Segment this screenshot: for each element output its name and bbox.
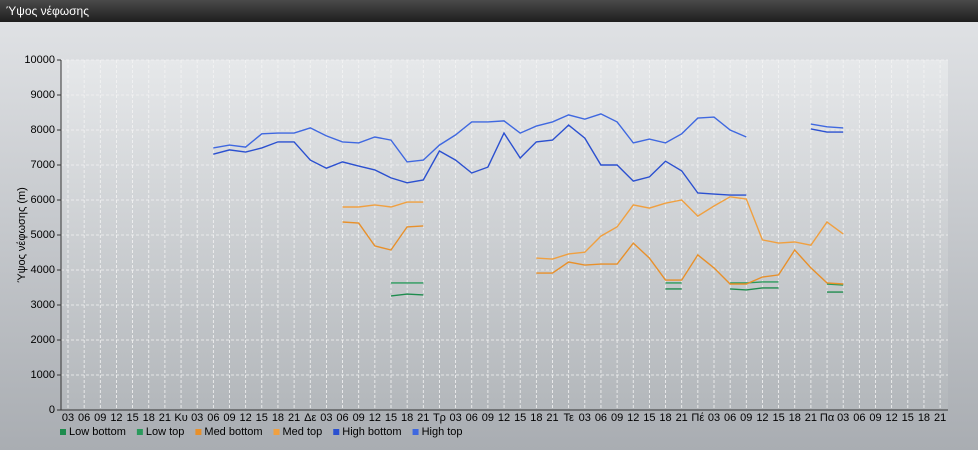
x-tick-label: Τρ	[433, 412, 446, 424]
x-tick-label: 12	[240, 412, 252, 424]
x-tick-label: 03	[708, 412, 720, 424]
x-tick-label: 15	[902, 412, 914, 424]
x-tick-label: 09	[223, 412, 235, 424]
x-tick-label: 21	[417, 412, 429, 424]
x-tick-label: 21	[934, 412, 946, 424]
x-tick-label: 03	[579, 412, 591, 424]
series-line	[342, 196, 844, 260]
y-tick-label: 4000	[31, 264, 55, 276]
y-tick-label: 6000	[31, 194, 55, 206]
x-tick-label: 06	[336, 412, 348, 424]
x-tick-label: 09	[611, 412, 623, 424]
series-line	[213, 113, 844, 163]
x-tick-label: 15	[772, 412, 784, 424]
y-tick-label: 10000	[24, 54, 55, 66]
x-tick-label: 03	[449, 412, 461, 424]
y-axis-label: Ύψος νέφωσης (m)	[16, 187, 28, 283]
x-tick-label: 18	[143, 412, 155, 424]
x-tick-label: 12	[886, 412, 898, 424]
x-tick-label: 21	[159, 412, 171, 424]
legend-swatch	[195, 429, 202, 435]
x-tick-label: 21	[805, 412, 817, 424]
x-tick-label: 18	[789, 412, 801, 424]
x-tick-label: 15	[643, 412, 655, 424]
x-tick-label: Πα	[820, 412, 835, 424]
x-tick-label: 18	[659, 412, 671, 424]
x-tick-label: 09	[94, 412, 106, 424]
x-tick-label: 21	[676, 412, 688, 424]
legend-label: Low top	[146, 426, 185, 438]
x-tick-label: 06	[595, 412, 607, 424]
legend-swatch	[60, 429, 66, 435]
series-line	[213, 124, 844, 196]
y-tick-label: 0	[49, 404, 55, 416]
x-tick-label: 09	[740, 412, 752, 424]
y-tick-label: 7000	[31, 159, 55, 171]
y-tick-label: 9000	[31, 89, 55, 101]
plot-area	[61, 60, 948, 410]
x-tick-label: 15	[256, 412, 268, 424]
title-bar	[0, 0, 978, 22]
x-tick-label: Δε	[304, 412, 316, 424]
x-tick-label: 12	[110, 412, 122, 424]
x-tick-label: 03	[320, 412, 332, 424]
x-tick-label: 21	[288, 412, 300, 424]
x-tick-label: 18	[918, 412, 930, 424]
x-tick-label: 18	[272, 412, 284, 424]
legend-swatch	[333, 429, 340, 435]
x-tick-label: 06	[78, 412, 90, 424]
y-tick-label: 5000	[31, 229, 55, 241]
x-tick-label: 12	[369, 412, 381, 424]
x-tick-label: 06	[466, 412, 478, 424]
x-tick-label: 03	[62, 412, 74, 424]
legend-swatch	[273, 429, 280, 435]
x-tick-label: 06	[853, 412, 865, 424]
legend-swatch	[412, 429, 419, 435]
x-tick-label: 06	[724, 412, 736, 424]
y-tick-label: 1000	[31, 369, 55, 381]
x-tick-label: 12	[498, 412, 510, 424]
y-tick-label: 3000	[31, 299, 55, 311]
x-tick-label: 18	[530, 412, 542, 424]
x-tick-label: 21	[546, 412, 558, 424]
legend-label: Med top	[283, 426, 323, 438]
x-tick-label: 03	[837, 412, 849, 424]
x-tick-label: 09	[482, 412, 494, 424]
legend-label: High bottom	[342, 426, 401, 438]
series-line	[390, 287, 844, 297]
x-tick-label: 03	[191, 412, 203, 424]
x-tick-label: 09	[353, 412, 365, 424]
x-tick-label: Πέ	[691, 412, 704, 424]
x-tick-label: 15	[126, 412, 138, 424]
x-tick-label: 15	[514, 412, 526, 424]
x-tick-label: 09	[869, 412, 881, 424]
legend-label: Med bottom	[204, 426, 262, 438]
series-line	[342, 221, 844, 285]
legend-label: High top	[422, 426, 463, 438]
x-tick-label: Κυ	[174, 412, 187, 424]
y-tick-label: 2000	[31, 334, 55, 346]
x-tick-label: 06	[207, 412, 219, 424]
x-tick-label: 15	[385, 412, 397, 424]
series-line	[391, 281, 844, 286]
window-title: Ύψος νέφωσης	[6, 4, 89, 18]
x-tick-label: 12	[756, 412, 768, 424]
x-tick-label: 12	[627, 412, 639, 424]
y-tick-label: 8000	[31, 124, 55, 136]
legend-label: Low bottom	[69, 426, 126, 438]
x-tick-label: Τε	[563, 412, 574, 424]
legend-swatch	[136, 429, 143, 435]
x-tick-label: 18	[401, 412, 413, 424]
